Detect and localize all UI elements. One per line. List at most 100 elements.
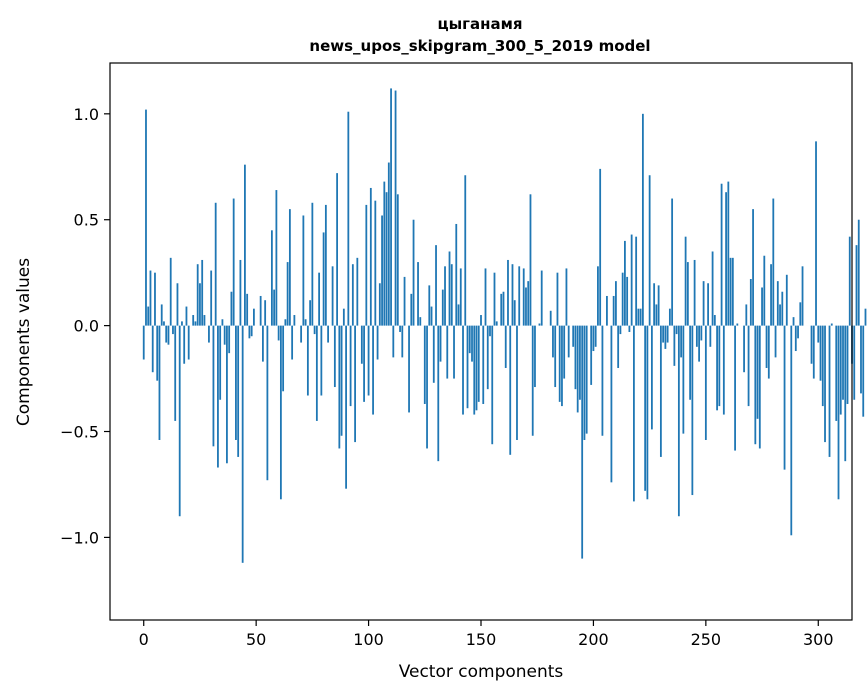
x-tick-label: 150 [466,630,497,649]
bar [839,325,842,415]
bar [455,223,458,326]
bar [160,304,163,326]
bar [729,257,732,326]
bar [387,162,390,326]
bar [797,325,799,339]
bar [235,325,237,440]
bar [794,325,797,352]
bar [783,325,786,470]
bar [799,302,802,326]
bar [394,90,397,326]
bar [196,264,199,326]
bar [837,325,840,500]
bar [318,272,321,326]
bar [315,325,318,421]
bar [639,308,642,326]
bar [855,245,858,326]
bar [662,325,665,343]
bar [684,236,687,326]
bar [183,325,186,364]
bar [657,285,660,326]
bar [556,272,559,326]
bar [237,325,240,457]
bar [754,325,757,445]
bar [576,325,579,413]
bar [351,264,354,326]
y-axis-label: Components values [14,258,34,426]
bar [412,219,415,326]
bar [262,325,264,362]
bar [675,325,678,335]
bar [244,164,246,326]
x-tick-label: 300 [803,630,834,649]
bar [668,308,671,326]
bar [745,304,748,326]
chart-title-line-2: news_upos_skipgram_300_5_2019 model [309,37,650,55]
bar [716,325,718,411]
bar [686,262,689,326]
bar [659,325,662,457]
bar [194,321,197,326]
bar [763,255,766,326]
y-tick-label: 0.5 [74,211,99,230]
bar [691,325,694,496]
bar [495,321,498,326]
bar [617,325,620,368]
bar [246,293,249,326]
bar [666,325,669,343]
bar [187,325,190,360]
bar [214,202,217,326]
bar [151,325,154,373]
bar [369,187,372,326]
bar [776,281,779,326]
bar [392,325,395,358]
bar [275,190,278,326]
bar [336,173,338,326]
bar [360,325,363,364]
bar [426,325,428,449]
bar [594,325,597,347]
x-tick-label: 200 [578,630,609,649]
bar [208,325,210,343]
bar [509,325,512,455]
bar [311,202,314,326]
bar [637,308,640,326]
bar [306,325,309,396]
bar [565,268,568,326]
bar [554,325,557,388]
bar [489,325,491,337]
bar [468,325,471,354]
bar [527,281,530,326]
bar [597,266,599,326]
bar [635,236,638,326]
bar [819,325,822,381]
bar [549,310,552,326]
bar [612,295,615,326]
bar [736,323,739,326]
bar [500,293,503,326]
bar [264,300,267,326]
bar [241,325,244,563]
bar [145,109,147,326]
bar [702,281,705,326]
bar [288,209,291,326]
bar [846,325,849,404]
bar [192,315,195,326]
bar [633,325,635,502]
bar [342,308,345,326]
bar [801,266,804,326]
bar [707,283,709,326]
bar [441,289,444,326]
bar [689,325,692,400]
bar [725,192,727,326]
bar [349,325,352,407]
bar [450,264,453,326]
bar [648,175,651,326]
bar [482,325,485,404]
bar [538,323,541,326]
bar [165,325,168,343]
bar [374,200,377,326]
bar [167,325,170,345]
bar [473,325,476,415]
y-axis-ticks: −1.0 −0.5 0.0 0.5 1.0 [60,105,110,547]
